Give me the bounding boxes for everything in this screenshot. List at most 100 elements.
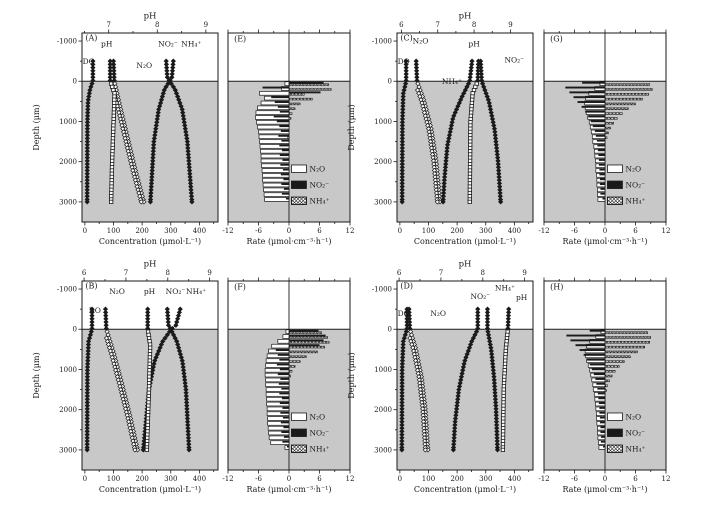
x-axis-label: Concentration (μmol·L⁻¹) <box>414 237 516 246</box>
ph-tick-label: 8 <box>472 21 476 29</box>
rate-bars <box>264 329 330 450</box>
rate-bar <box>597 149 605 152</box>
markers-pH <box>467 58 482 204</box>
x-tick-label: 400 <box>508 475 521 483</box>
rate-bar <box>279 125 289 128</box>
rate-bar <box>602 197 605 200</box>
markers-DO <box>84 306 95 453</box>
x-tick-label: 200 <box>450 227 463 235</box>
marker-filled-diamond <box>170 84 177 90</box>
marker-filled-diamond <box>399 199 405 205</box>
y-axis-label: Depth (μm) <box>32 352 41 398</box>
panel-A-svg: 0 100 200 300 400 Concentration (μmol·L⁻¹) -10… <box>32 12 219 246</box>
x-tick-label: 12 <box>346 475 355 483</box>
rate-bar <box>279 154 289 157</box>
ph-tick-label: 6 <box>82 269 87 277</box>
rate-bar <box>279 358 289 361</box>
rate-bar <box>588 115 605 118</box>
rate-bar <box>279 144 289 147</box>
rate-bar <box>585 110 605 113</box>
curve-label: NH₄⁺ <box>186 287 206 296</box>
y-tick-label: 3000 <box>59 446 77 454</box>
panel-E-svg: N₂O NO₂⁻ NH₄⁺ -12 -6 0 6 12 Rate (μmol·cm⁻³·h⁻¹)… <box>222 29 354 246</box>
plot-frame <box>81 280 219 471</box>
curve-label: DO <box>83 57 95 66</box>
curve-label: NO₂⁻ <box>470 292 490 301</box>
rate-bars <box>255 81 332 202</box>
panel-B-concentration-profile: 0 100 200 300 400 Concentration (μmol·L⁻¹) -10… <box>30 258 226 512</box>
rate-bar <box>271 96 289 99</box>
rate-bar <box>288 83 329 86</box>
rate-bar <box>590 120 605 123</box>
rate-bar <box>597 392 605 395</box>
marker-filled-diamond <box>167 329 173 335</box>
rate-bar <box>288 336 328 339</box>
y-tick-label: 1000 <box>59 366 77 374</box>
curve-label: pH <box>516 293 528 302</box>
legend: N₂O NO₂⁻ NH₄⁺ <box>291 412 330 454</box>
rate-bar <box>280 411 289 414</box>
ph-tick-label: 6 <box>399 21 404 29</box>
plot-frame <box>396 32 534 223</box>
y-tick-label: 1000 <box>59 118 77 126</box>
rate-bar <box>604 88 653 91</box>
rate-bar <box>277 105 289 108</box>
x-tick-label: 100 <box>422 475 435 483</box>
rate-bar <box>288 112 293 115</box>
rate-bar <box>604 93 649 96</box>
marker-open-diamond <box>434 199 440 205</box>
marker-filled-diamond <box>399 447 405 453</box>
panel-letter: (E) <box>234 35 246 44</box>
rate-bar <box>279 392 289 395</box>
x-tick-label: -6 <box>255 227 262 235</box>
rate-bar <box>285 197 289 200</box>
rate-bar <box>281 149 289 152</box>
rate-bar <box>604 336 651 339</box>
x-tick-label: 6 <box>317 475 322 483</box>
rate-bar <box>288 331 322 334</box>
rate-bar <box>599 421 605 424</box>
rate-bar <box>604 384 608 387</box>
legend-label: NO₂⁻ <box>309 429 329 438</box>
x-tick-label: 6 <box>633 475 638 483</box>
x-tick-label: 0 <box>83 227 87 235</box>
x-tick-label: 200 <box>450 475 463 483</box>
rate-bar <box>288 355 307 358</box>
rate-bar <box>604 374 613 378</box>
y-tick-label: 2000 <box>374 158 392 166</box>
rate-bar <box>288 370 293 373</box>
ph-tick-label: 7 <box>106 21 110 29</box>
markers-N₂O <box>102 306 141 453</box>
x-tick-label: -6 <box>571 227 578 235</box>
x-axis-label: Concentration (μmol·L⁻¹) <box>99 485 201 494</box>
ph-tick-label: 7 <box>439 269 443 277</box>
marker-filled-diamond <box>170 332 177 338</box>
markers-DO <box>84 58 96 205</box>
y-axis-label: Depth (μm) <box>347 104 356 150</box>
rate-bar <box>600 440 605 443</box>
rate-bar <box>604 389 607 392</box>
markers-DO <box>399 58 409 205</box>
marker-filled-diamond <box>472 332 478 338</box>
panel-letter: (H) <box>550 283 563 292</box>
rate-bar <box>268 435 290 441</box>
x-tick-label: 400 <box>193 227 206 235</box>
y-tick-label: 2000 <box>59 406 77 414</box>
marker-filled-diamond <box>164 332 170 338</box>
panel-H-svg: N₂O NO₂⁻ NH₄⁺ -12 -6 0 6 12 Rate (μmol·cm⁻³·h⁻¹)… <box>538 277 670 494</box>
curve-label: NH₄⁺ <box>442 77 462 86</box>
rate-bar <box>280 378 289 380</box>
panel-H-rate-bars: N₂O NO₂⁻ NH₄⁺ -12 -6 0 6 12 Rate (μmol·cm⁻³·h⁻¹)… <box>530 258 680 512</box>
rate-bar <box>598 158 605 161</box>
legend-swatch-fill <box>607 181 623 189</box>
panel-F-svg: N₂O NO₂⁻ NH₄⁺ -12 -6 0 6 12 Rate (μmol·cm⁻³·h⁻¹)… <box>222 277 355 494</box>
rate-bar <box>565 86 605 89</box>
panel-D-concentration-profile: 0 100 200 300 400 Concentration (μmol·L⁻¹) -10… <box>345 258 541 512</box>
x-tick-label: 6 <box>317 227 322 235</box>
markers-NH₄⁺ <box>440 58 475 205</box>
rate-bar <box>289 344 320 347</box>
panel-letter: (A) <box>85 34 97 43</box>
rate-bar <box>583 353 605 356</box>
curve-label: N₂O <box>136 61 152 70</box>
marker-filled-diamond <box>464 84 470 90</box>
